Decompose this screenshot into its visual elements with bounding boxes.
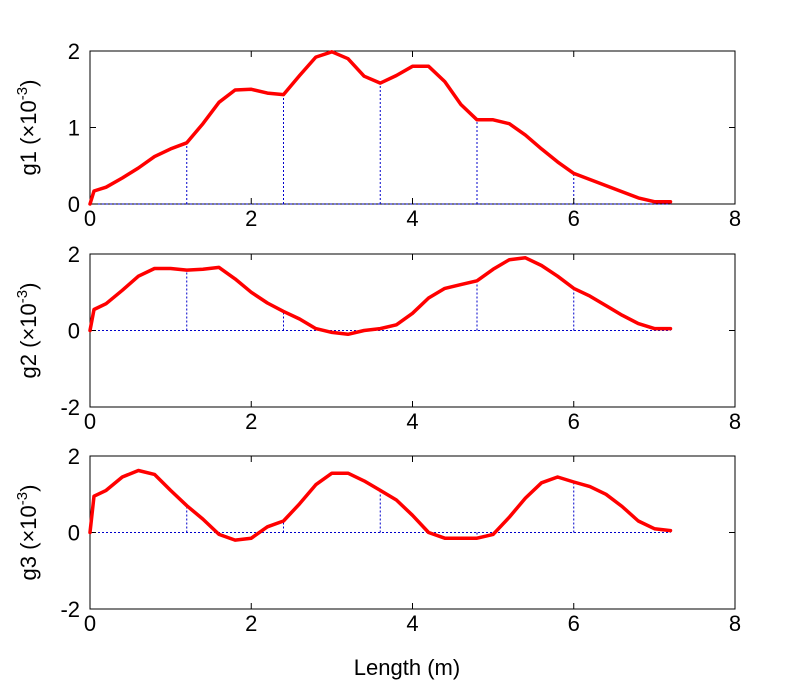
series-line [88, 50, 673, 206]
x-tick-label: 4 [406, 611, 418, 636]
x-tick-label: 0 [84, 409, 96, 434]
y-tick-label: 1 [68, 116, 80, 141]
x-tick-label: 6 [568, 206, 580, 231]
y-tick-label: 0 [68, 521, 80, 546]
x-tick-label: 8 [729, 206, 741, 231]
x-tick-label: 2 [245, 611, 257, 636]
x-tick-label: 6 [568, 611, 580, 636]
series-line [88, 256, 673, 337]
x-tick-label: 8 [729, 611, 741, 636]
x-tick-label: 2 [245, 206, 257, 231]
x-tick-label: 6 [568, 409, 580, 434]
x-tick-label: 2 [245, 409, 257, 434]
x-tick-label: 4 [406, 409, 418, 434]
y-tick-label: 2 [68, 39, 80, 64]
x-tick-label: 0 [84, 206, 96, 231]
y-tick-label: 0 [68, 192, 80, 217]
x-axis-label: Length (m) [354, 655, 460, 680]
y-axis-label: g2 (×10-3) [14, 283, 41, 379]
y-tick-label: 2 [68, 242, 80, 267]
y-tick-label: -2 [60, 395, 80, 420]
series-line [88, 468, 673, 542]
y-tick-label: -2 [60, 597, 80, 622]
x-tick-label: 4 [406, 206, 418, 231]
subplot-1: 0 2 4 6 8 0 1 2 g1 (×10-3) [14, 39, 741, 231]
y-tick-label: 0 [68, 319, 80, 344]
x-tick-label: 8 [729, 409, 741, 434]
axes-box [89, 50, 736, 205]
y-axis-label: g1 (×10-3) [14, 80, 41, 176]
y-axis-label: g3 (×10-3) [14, 485, 41, 581]
x-tick-label: 0 [84, 611, 96, 636]
y-tick-label: 2 [68, 444, 80, 469]
